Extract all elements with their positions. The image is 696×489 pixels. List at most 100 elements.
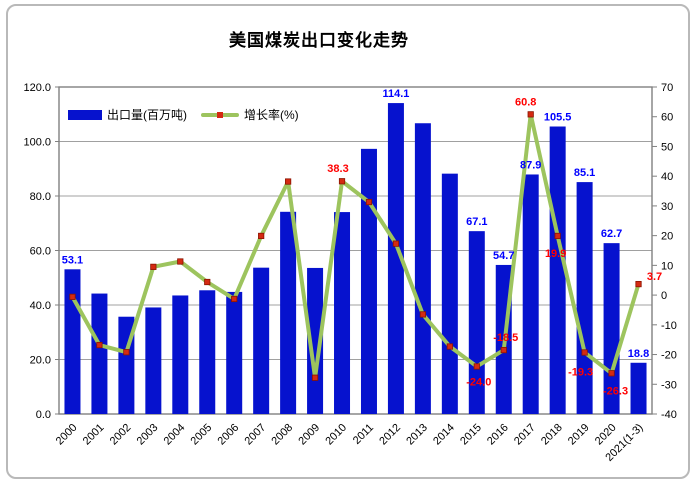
x-axis-label: 2006 [216,422,242,448]
legend-marker-icon [217,111,223,118]
growth-marker [635,280,642,288]
x-axis-label: 2001 [81,422,107,448]
left-axis-label: 20.0 [30,355,51,367]
bar-value-label: 18.8 [628,348,649,360]
export-bar [360,148,377,415]
export-bar [199,290,216,414]
right-axis-label: -40 [661,409,677,421]
x-axis-label: 2009 [296,422,322,448]
x-axis-label: 2019 [566,422,592,448]
export-bar [91,293,108,414]
export-bar [630,362,647,414]
bar-value-label: 87.9 [520,159,541,171]
growth-value-label: 3.7 [647,271,662,283]
growth-marker [311,374,319,381]
right-axis-label: -20 [661,350,677,362]
growth-marker [473,363,480,370]
x-axis-label: 2004 [162,422,188,448]
growth-marker [204,278,211,286]
x-axis-label: 2003 [135,422,161,448]
bar-value-label: 62.7 [601,228,622,240]
growth-value-label: 19.9 [545,248,566,260]
export-bar [468,231,485,414]
export-bar [549,126,566,414]
legend-bar-label: 出口量(百万吨) [107,108,187,122]
growth-marker [177,258,184,265]
chart-title: 美国煤炭出口变化走势 [229,31,409,51]
growth-marker [258,232,265,240]
growth-marker [150,263,157,270]
x-axis-label: 2014 [431,422,457,448]
right-axis-label: 30 [661,201,673,213]
growth-marker [608,370,615,377]
growth-marker [365,198,373,206]
growth-marker [285,178,292,185]
growth-value-label: 60.8 [515,96,536,108]
x-axis-label: 2000 [54,422,80,448]
export-bar [334,212,351,414]
export-bar [64,269,81,414]
x-axis-label: 2015 [458,422,484,448]
legend-bar-swatch [68,109,102,120]
growth-marker [96,341,103,349]
export-bar [172,295,189,414]
growth-marker [392,240,400,247]
growth-marker [231,295,238,303]
legend-item-exports: 出口量(百万吨) [68,106,187,123]
x-axis-label: 2007 [242,422,268,448]
growth-marker [581,349,588,356]
x-axis-label: 2005 [189,422,215,448]
x-axis-label: 2011 [351,422,376,447]
bar-value-label: 54.7 [493,250,514,262]
left-axis-label: 60.0 [30,246,51,258]
right-axis-label: 50 [661,141,673,153]
bar-value-label: 67.1 [466,216,487,228]
legend: 出口量(百万吨) 增长率(%) [68,106,299,123]
growth-value-label: -19.3 [568,366,593,378]
growth-value-label: -18.5 [493,332,518,344]
x-axis-label: 2013 [404,422,430,448]
left-axis-label: 0.0 [36,409,51,421]
growth-line [70,112,641,380]
legend-line-label: 增长率(%) [244,108,299,122]
growth-marker [69,293,76,300]
x-axis-label: 2008 [269,422,295,448]
growth-marker [419,311,426,318]
right-axis-label: 40 [661,171,673,183]
export-bar [307,267,324,414]
x-axis-label: 2002 [108,422,134,448]
growth-value-label: -24.0 [466,376,491,388]
right-axis-label: 10 [661,260,673,272]
left-axis-label: 100.0 [23,137,51,149]
bar-value-label: 105.5 [544,112,572,124]
export-bar [253,267,270,414]
bar-value-label: 85.1 [574,167,595,179]
x-axis-label: 2016 [485,422,511,448]
x-axis-label: 2017 [512,422,538,448]
growth-marker [338,178,346,185]
growth-marker [500,346,507,354]
growth-marker [123,349,130,356]
export-bar [522,174,539,414]
left-axis-label: 120.0 [23,82,51,94]
x-axis-label: 2018 [539,422,565,448]
bar-value-label: 114.1 [382,88,409,100]
export-bar [145,307,162,414]
right-axis-label: 0 [661,290,667,302]
export-bar [280,211,297,414]
bar-value-label: 53.1 [62,254,83,266]
growth-value-label: 38.3 [327,163,348,175]
legend-item-growth: 增长率(%) [201,106,299,123]
right-axis-label: 70 [661,82,673,94]
export-bar [414,123,431,415]
growth-marker [554,232,561,240]
x-axis-label: 2012 [377,422,403,448]
legend-line-swatch [201,111,239,118]
export-bar [441,173,458,414]
right-axis-label: -30 [661,379,677,391]
growth-marker [446,343,453,350]
export-bar [387,103,404,414]
growth-value-label: -26.3 [603,385,628,397]
